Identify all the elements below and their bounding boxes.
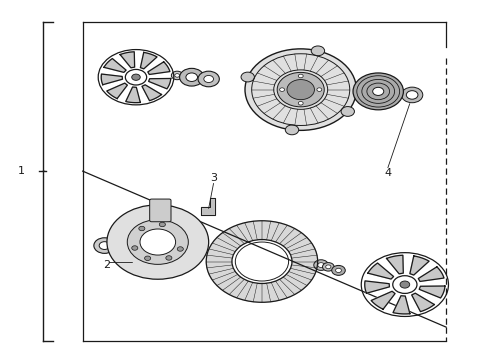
Polygon shape (126, 87, 140, 103)
Circle shape (94, 238, 115, 253)
Circle shape (132, 246, 138, 250)
Polygon shape (393, 296, 410, 314)
Circle shape (172, 71, 183, 80)
Polygon shape (387, 255, 403, 274)
Circle shape (311, 46, 324, 56)
Circle shape (400, 281, 410, 288)
Circle shape (198, 71, 220, 87)
Circle shape (140, 229, 175, 255)
Polygon shape (419, 286, 445, 298)
Circle shape (332, 265, 345, 275)
Circle shape (393, 276, 417, 293)
Circle shape (298, 102, 303, 105)
Circle shape (401, 87, 423, 103)
Polygon shape (141, 53, 157, 69)
Circle shape (99, 242, 110, 249)
Polygon shape (368, 263, 393, 279)
Circle shape (352, 85, 366, 95)
Polygon shape (142, 85, 162, 101)
Circle shape (241, 72, 254, 82)
Polygon shape (201, 198, 215, 215)
Circle shape (235, 242, 289, 281)
Circle shape (341, 107, 354, 116)
Circle shape (322, 262, 334, 271)
Circle shape (145, 256, 151, 261)
Circle shape (285, 125, 299, 135)
Circle shape (287, 80, 315, 100)
Circle shape (159, 222, 166, 227)
Polygon shape (412, 293, 434, 312)
Circle shape (314, 260, 328, 270)
Polygon shape (410, 256, 429, 275)
Circle shape (317, 88, 322, 91)
Circle shape (175, 74, 180, 77)
Circle shape (277, 72, 324, 107)
Circle shape (406, 91, 418, 99)
Circle shape (139, 226, 145, 231)
Polygon shape (365, 281, 390, 293)
Polygon shape (206, 221, 318, 302)
Circle shape (318, 263, 324, 267)
Circle shape (166, 256, 172, 260)
Circle shape (326, 265, 331, 269)
Text: 3: 3 (210, 173, 217, 183)
Polygon shape (107, 83, 127, 99)
Text: 1: 1 (18, 166, 24, 176)
Circle shape (336, 268, 342, 273)
Polygon shape (418, 267, 444, 282)
Circle shape (132, 74, 140, 80)
Circle shape (107, 205, 209, 279)
Polygon shape (252, 54, 350, 126)
Circle shape (180, 68, 204, 86)
Text: 2: 2 (103, 260, 111, 270)
Polygon shape (148, 78, 171, 89)
Text: 4: 4 (384, 168, 392, 178)
Circle shape (204, 76, 214, 82)
Circle shape (125, 69, 147, 85)
Polygon shape (371, 291, 395, 309)
Circle shape (127, 220, 188, 264)
Circle shape (280, 88, 285, 91)
Polygon shape (148, 62, 170, 75)
Circle shape (298, 74, 303, 78)
Polygon shape (104, 59, 126, 72)
Circle shape (353, 73, 403, 110)
Circle shape (356, 87, 362, 92)
Circle shape (177, 247, 183, 251)
Polygon shape (101, 74, 122, 85)
Circle shape (373, 87, 384, 95)
Circle shape (186, 73, 197, 81)
Circle shape (245, 49, 356, 130)
Polygon shape (120, 52, 135, 68)
Circle shape (281, 75, 320, 104)
FancyBboxPatch shape (149, 199, 171, 222)
